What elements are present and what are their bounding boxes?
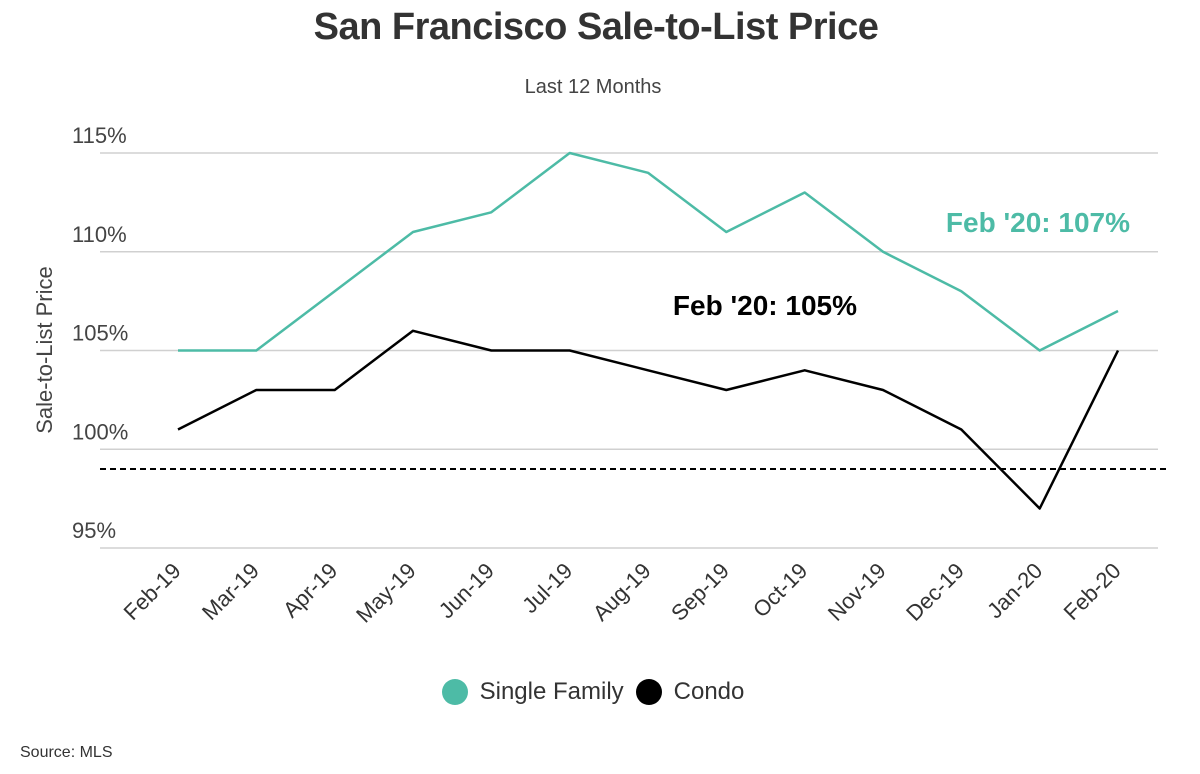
legend-label-condo: Condo bbox=[673, 678, 745, 705]
x-tick-label: Feb-20 bbox=[1059, 558, 1126, 625]
chart-title: San Francisco Sale-to-List Price bbox=[313, 6, 879, 48]
series-layer bbox=[177, 151, 1120, 510]
x-tick-label: Jun-19 bbox=[434, 558, 499, 623]
x-tick-label: Sep-19 bbox=[666, 558, 734, 626]
chart-subtitle: Last 12 Months bbox=[524, 76, 662, 98]
x-tick-label: Jan-20 bbox=[982, 558, 1047, 623]
legend-item-single-family[interactable]: Single Family bbox=[441, 678, 624, 706]
y-tick-label: 105% bbox=[72, 321, 128, 346]
x-tick-labels: Feb-19 Mar-19 Apr-19 May-19 Jun-19 Jul-19 Aug-… bbox=[119, 558, 1126, 628]
annotation-single-family: Feb '20: 107% bbox=[946, 207, 1130, 238]
series-line-single-family bbox=[178, 151, 1119, 352]
y-tick-label: 110% bbox=[72, 222, 127, 247]
x-tick-label: Dec-19 bbox=[901, 558, 969, 626]
x-tick-label: Aug-19 bbox=[588, 558, 656, 626]
legend-item-condo[interactable]: Condo bbox=[635, 678, 745, 706]
x-tick-label: Feb-19 bbox=[119, 558, 186, 625]
x-tick-label: Oct-19 bbox=[748, 558, 812, 622]
y-axis-label: Sale-to-List Price bbox=[32, 266, 57, 434]
x-tick-label: Jul-19 bbox=[517, 558, 577, 618]
y-tick-labels: 95% 100% 105% 110% 115% bbox=[72, 123, 128, 543]
x-tick-label: May-19 bbox=[351, 558, 421, 628]
annotation-condo: Feb '20: 105% bbox=[673, 290, 857, 321]
x-tick-label: Apr-19 bbox=[278, 558, 342, 622]
legend-label-single-family: Single Family bbox=[479, 678, 624, 705]
y-tick-label: 115% bbox=[72, 123, 127, 148]
x-tick-label: Nov-19 bbox=[823, 558, 891, 626]
series-line-condo bbox=[177, 329, 1120, 510]
y-tick-label: 100% bbox=[72, 419, 128, 444]
legend-swatch-condo bbox=[635, 679, 662, 705]
legend-swatch-single-family bbox=[441, 679, 468, 705]
x-tick-label: Mar-19 bbox=[197, 558, 264, 625]
legend: Single Family Condo bbox=[0, 678, 1186, 706]
y-tick-label: 95% bbox=[72, 518, 116, 543]
source-note: Source: MLS bbox=[20, 744, 113, 761]
